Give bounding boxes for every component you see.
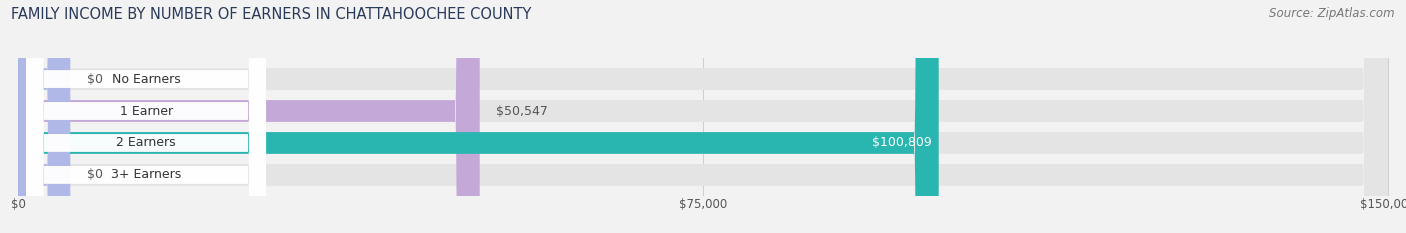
Text: 2 Earners: 2 Earners [117, 137, 176, 150]
FancyBboxPatch shape [27, 0, 266, 233]
Text: FAMILY INCOME BY NUMBER OF EARNERS IN CHATTAHOOCHEE COUNTY: FAMILY INCOME BY NUMBER OF EARNERS IN CH… [11, 7, 531, 22]
FancyBboxPatch shape [18, 0, 479, 233]
FancyBboxPatch shape [27, 0, 266, 233]
Text: $0: $0 [87, 168, 103, 182]
FancyBboxPatch shape [18, 0, 1388, 233]
Text: 1 Earner: 1 Earner [120, 104, 173, 117]
FancyBboxPatch shape [18, 0, 1388, 233]
FancyBboxPatch shape [18, 0, 939, 233]
FancyBboxPatch shape [18, 0, 1388, 233]
FancyBboxPatch shape [18, 0, 70, 233]
FancyBboxPatch shape [27, 0, 266, 233]
Text: Source: ZipAtlas.com: Source: ZipAtlas.com [1270, 7, 1395, 20]
Text: 3+ Earners: 3+ Earners [111, 168, 181, 182]
Text: $50,547: $50,547 [496, 104, 548, 117]
Text: $100,809: $100,809 [872, 137, 932, 150]
Text: $0: $0 [87, 72, 103, 86]
FancyBboxPatch shape [27, 0, 266, 233]
FancyBboxPatch shape [18, 0, 70, 233]
FancyBboxPatch shape [18, 0, 1388, 233]
Text: No Earners: No Earners [112, 72, 180, 86]
